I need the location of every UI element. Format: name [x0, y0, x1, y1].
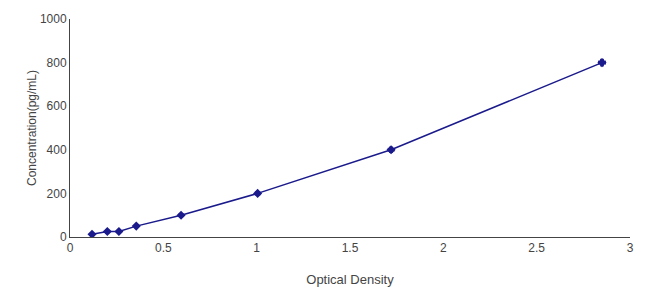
- svg-text:2.5: 2.5: [528, 241, 545, 255]
- svg-text:1000: 1000: [40, 12, 67, 26]
- svg-text:Optical Density: Optical Density: [306, 272, 394, 287]
- svg-text:600: 600: [47, 99, 67, 113]
- svg-text:0.5: 0.5: [155, 241, 172, 255]
- svg-text:400: 400: [47, 143, 67, 157]
- svg-text:0: 0: [60, 230, 67, 244]
- svg-text:Concentration(pg/mL): Concentration(pg/mL): [25, 70, 39, 186]
- svg-text:1: 1: [253, 241, 260, 255]
- svg-text:0: 0: [67, 241, 74, 255]
- svg-text:2: 2: [440, 241, 447, 255]
- svg-text:200: 200: [47, 187, 67, 201]
- svg-text:1.5: 1.5: [342, 241, 359, 255]
- svg-text:3: 3: [627, 241, 634, 255]
- svg-text:800: 800: [47, 56, 67, 70]
